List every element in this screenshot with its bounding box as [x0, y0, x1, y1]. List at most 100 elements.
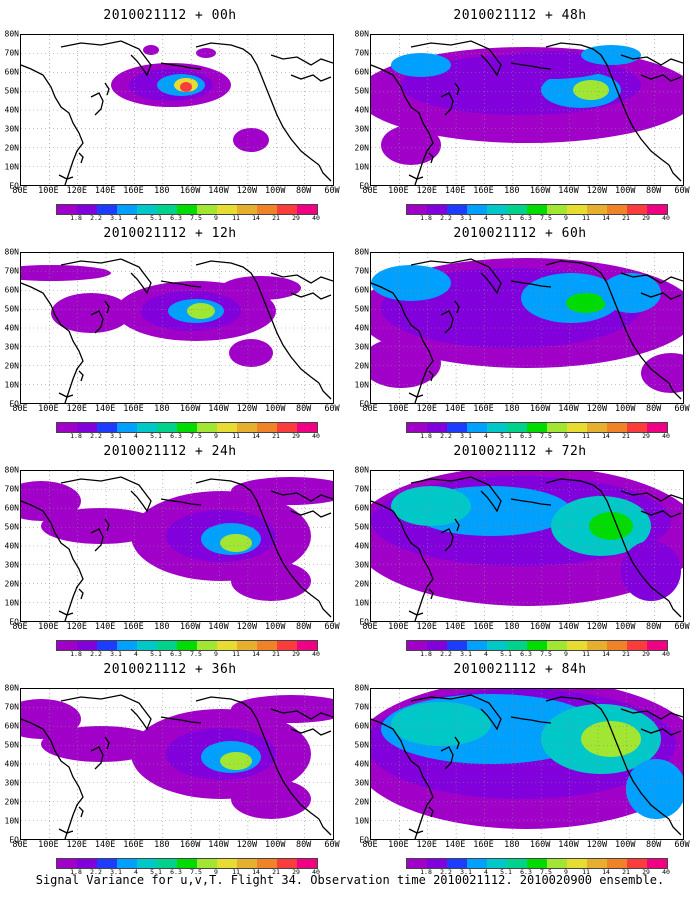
colorbar-swatch	[117, 423, 137, 432]
longitude-tick-label: 160W	[179, 840, 201, 850]
longitude-labels: 80E 100E 120E 140E 160E 180 160W 140W 120W 100W 80…	[12, 840, 339, 850]
longitude-tick-label: 100E	[38, 186, 59, 196]
latitude-tick-label: 40N	[354, 541, 369, 551]
coastline	[410, 476, 502, 513]
colorbar-label: 40	[312, 868, 320, 876]
longitude-tick-label: 120W	[236, 186, 258, 196]
coastline	[371, 282, 434, 403]
colorbar-swatch	[77, 859, 97, 868]
coastline	[408, 174, 424, 180]
longitude-tick-label: 60W	[324, 404, 340, 414]
colorbar-label: 9	[214, 650, 218, 658]
coastline	[318, 164, 332, 182]
latitude-tick-label: 10N	[4, 816, 19, 826]
contour-region	[371, 265, 451, 301]
coastline	[545, 42, 612, 76]
longitude-labels: 80E 100E 120E 140E 160E 180 160W 140W 120W 100W 80…	[362, 186, 689, 196]
coastline	[290, 510, 332, 518]
colorbar-swatch	[427, 205, 447, 214]
colorbar-swatch	[467, 423, 487, 432]
coastline	[104, 82, 110, 96]
colorbar-label: 3.1	[110, 432, 122, 440]
coastline	[668, 600, 682, 618]
contour-region	[41, 508, 161, 544]
contour-region	[220, 534, 252, 552]
latitude-labels: 80N 70N 60N 50N 40N 30N 20N 10N EQ	[0, 466, 19, 627]
longitude-tick-label: 120W	[236, 840, 258, 850]
longitude-tick-label: 80E	[362, 186, 378, 196]
latitude-labels: 80N 70N 60N 50N 40N 30N 20N 10N EQ	[0, 30, 19, 191]
latitude-tick-label: 70N	[354, 48, 369, 58]
longitude-tick-label: 120W	[586, 840, 608, 850]
colorbar	[406, 204, 668, 215]
colorbar-label: 3.1	[460, 214, 472, 222]
colorbar	[56, 422, 318, 433]
coastline	[640, 292, 682, 300]
latitude-tick-label: EQ	[359, 835, 369, 845]
coastline	[160, 498, 202, 506]
colorbar-swatch	[487, 205, 507, 214]
colorbar-label: 5.1	[150, 214, 162, 222]
longitude-tick-label: 140W	[208, 840, 229, 850]
longitude-tick-label: 160E	[123, 840, 144, 850]
contour-region	[491, 51, 611, 79]
latitude-tick-label: 70N	[354, 266, 369, 276]
colorbar-swatch	[197, 859, 217, 868]
coastline	[260, 292, 320, 384]
colorbar-swatch	[117, 641, 137, 650]
longitude-tick-label: 100W	[615, 840, 636, 850]
colorbar-swatch	[487, 641, 507, 650]
latitude-tick-label: 20N	[354, 579, 369, 589]
latitude-tick-label: EQ	[9, 181, 19, 191]
map-plot	[20, 688, 334, 840]
panel-title: 2010021112 + 36h	[103, 662, 237, 677]
longitude-tick-label: 120E	[66, 404, 87, 414]
coastline	[408, 828, 424, 834]
map-plot	[20, 470, 334, 622]
forecast-panel: 2010021112 + 00h 80N 70N 60N 50N 40N 30N 20N 10N…	[0, 8, 340, 222]
colorbar	[406, 858, 668, 869]
coastline	[270, 490, 333, 502]
coastline	[545, 260, 612, 294]
colorbar-label: 6.3	[170, 214, 182, 222]
colorbar-label: 4	[484, 650, 488, 658]
colorbar-swatch	[447, 423, 467, 432]
latitude-labels: 80N 70N 60N 50N 40N 30N 20N 10N EQ	[347, 248, 369, 409]
longitude-tick-label: 160W	[179, 622, 201, 632]
longitude-tick-label: 80E	[12, 622, 28, 632]
colorbar-swatch	[137, 641, 157, 650]
longitude-tick-label: 80E	[12, 404, 28, 414]
colorbar-label: 5.1	[150, 650, 162, 658]
colorbar-swatch	[547, 859, 567, 868]
colorbar-label: 6.3	[170, 650, 182, 658]
latitude-tick-label: 30N	[4, 124, 19, 134]
coastline	[260, 728, 320, 820]
colorbar-swatch	[277, 423, 297, 432]
longitude-tick-label: 140E	[94, 840, 116, 850]
coastline	[668, 818, 682, 836]
coastline	[318, 818, 332, 836]
map-plot	[370, 470, 684, 622]
colorbar-swatch	[277, 205, 297, 214]
coastline	[371, 64, 434, 185]
longitude-labels: 80E 100E 120E 140E 160E 180 160W 140W 120W 100W 80…	[12, 404, 339, 414]
colorbar-label: 7.5	[540, 214, 552, 222]
contour-region	[187, 303, 215, 319]
colorbar-label: 11	[582, 868, 590, 876]
coastline	[440, 310, 454, 334]
longitude-tick-label: 80E	[362, 622, 378, 632]
colorbar-swatch	[447, 641, 467, 650]
colorbar-swatch	[297, 641, 317, 650]
colorbar-swatch	[237, 423, 257, 432]
colorbar-label: 11	[232, 214, 240, 222]
latitude-tick-label: 70N	[4, 266, 19, 276]
colorbar-label: 11	[582, 214, 590, 222]
longitude-tick-label: 100W	[615, 622, 636, 632]
colorbar-label: 2.2	[90, 214, 102, 222]
colorbar-label: 14	[602, 214, 610, 222]
longitude-tick-label: 60W	[324, 622, 340, 632]
colorbar-swatch	[507, 641, 527, 650]
colorbar-swatch	[647, 859, 667, 868]
colorbar-label: 6.3	[520, 868, 532, 876]
latitude-tick-label: 60N	[354, 67, 369, 77]
